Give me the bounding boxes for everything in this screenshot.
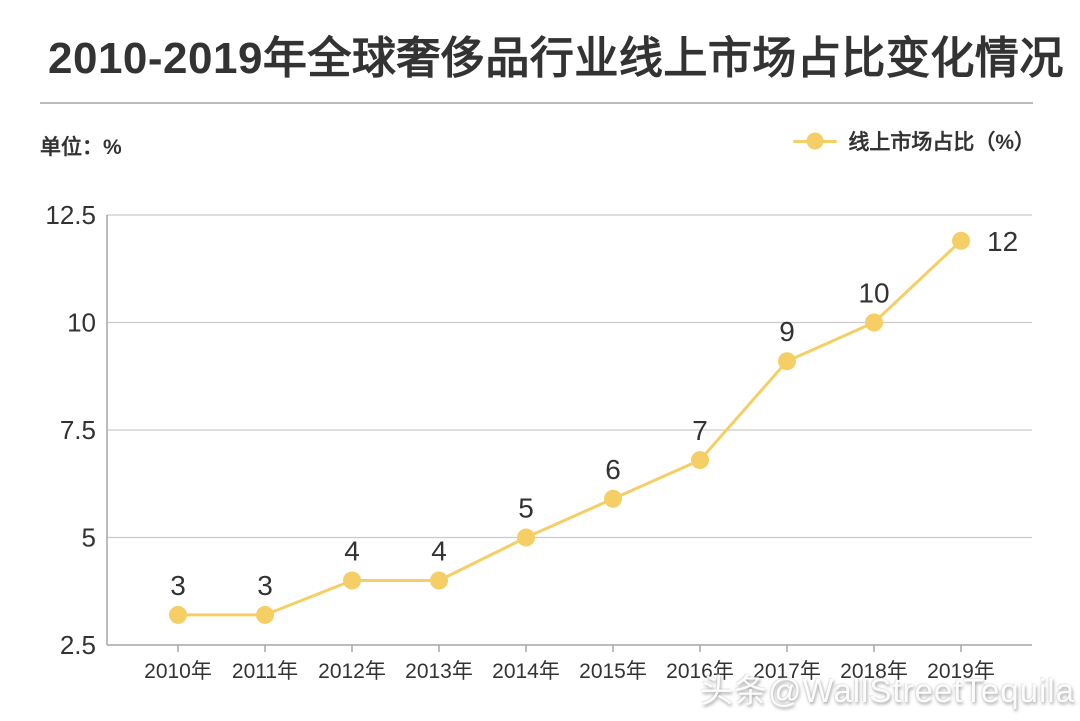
data-point[interactable]	[169, 605, 187, 624]
series-line	[178, 239, 963, 617]
y-tick-label: 2.5	[60, 630, 96, 660]
data-point-label: 6	[605, 454, 621, 485]
legend-label: 线上市场占比（%）	[848, 131, 1035, 154]
y-tick-label: 5	[82, 523, 96, 553]
data-point-label: 5	[518, 493, 534, 524]
x-tick-label: 2014年	[492, 660, 560, 683]
page-title: 2010-2019年全球奢侈品行业线上市场占比变化情况	[48, 34, 1064, 83]
x-tick-label: 2016年	[666, 660, 734, 683]
data-point[interactable]	[691, 451, 709, 470]
data-point-label: 9	[779, 316, 795, 347]
data-point-label: 7	[692, 415, 708, 446]
data-point-label: 3	[257, 570, 273, 601]
data-point[interactable]	[343, 571, 361, 590]
title-divider	[40, 102, 1033, 104]
y-tick-label: 10	[67, 308, 96, 338]
y-tick-label: 7.5	[60, 415, 96, 445]
data-point[interactable]	[952, 231, 970, 250]
data-point[interactable]	[517, 528, 535, 547]
data-point-label: 4	[431, 536, 447, 567]
x-tick-label: 2010年	[144, 660, 212, 683]
x-tick-label: 2018年	[840, 660, 908, 683]
x-tick-label: 2011年	[232, 660, 298, 683]
legend-dot-icon	[806, 132, 824, 150]
x-tick-label: 2015年	[579, 660, 647, 683]
data-point[interactable]	[778, 352, 796, 371]
legend-line-dot-icon	[793, 132, 838, 150]
unit-label: 单位：%	[40, 136, 122, 159]
x-tick-label: 2017年	[753, 660, 821, 683]
data-point-label: 10	[858, 278, 889, 309]
x-tick-label: 2019年	[927, 660, 995, 683]
data-point-label: 12	[987, 226, 1018, 257]
data-point[interactable]	[430, 571, 448, 590]
data-point[interactable]	[604, 489, 622, 508]
x-tick-label: 2012年	[318, 660, 386, 683]
y-tick-label: 12.5	[45, 200, 96, 230]
x-tick-label: 2013年	[405, 660, 473, 683]
data-point-label: 4	[344, 536, 360, 567]
legend-item[interactable]: 线上市场占比（%）	[793, 128, 1035, 154]
data-point[interactable]	[256, 605, 274, 624]
data-point[interactable]	[865, 313, 883, 332]
data-point-label: 3	[170, 570, 186, 601]
